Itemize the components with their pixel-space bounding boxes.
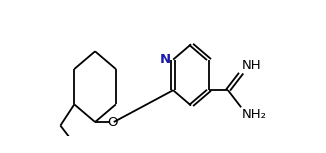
Text: O: O [107,116,117,129]
Text: NH₂: NH₂ [242,108,267,121]
Text: N: N [159,52,170,65]
Text: NH: NH [242,59,262,72]
